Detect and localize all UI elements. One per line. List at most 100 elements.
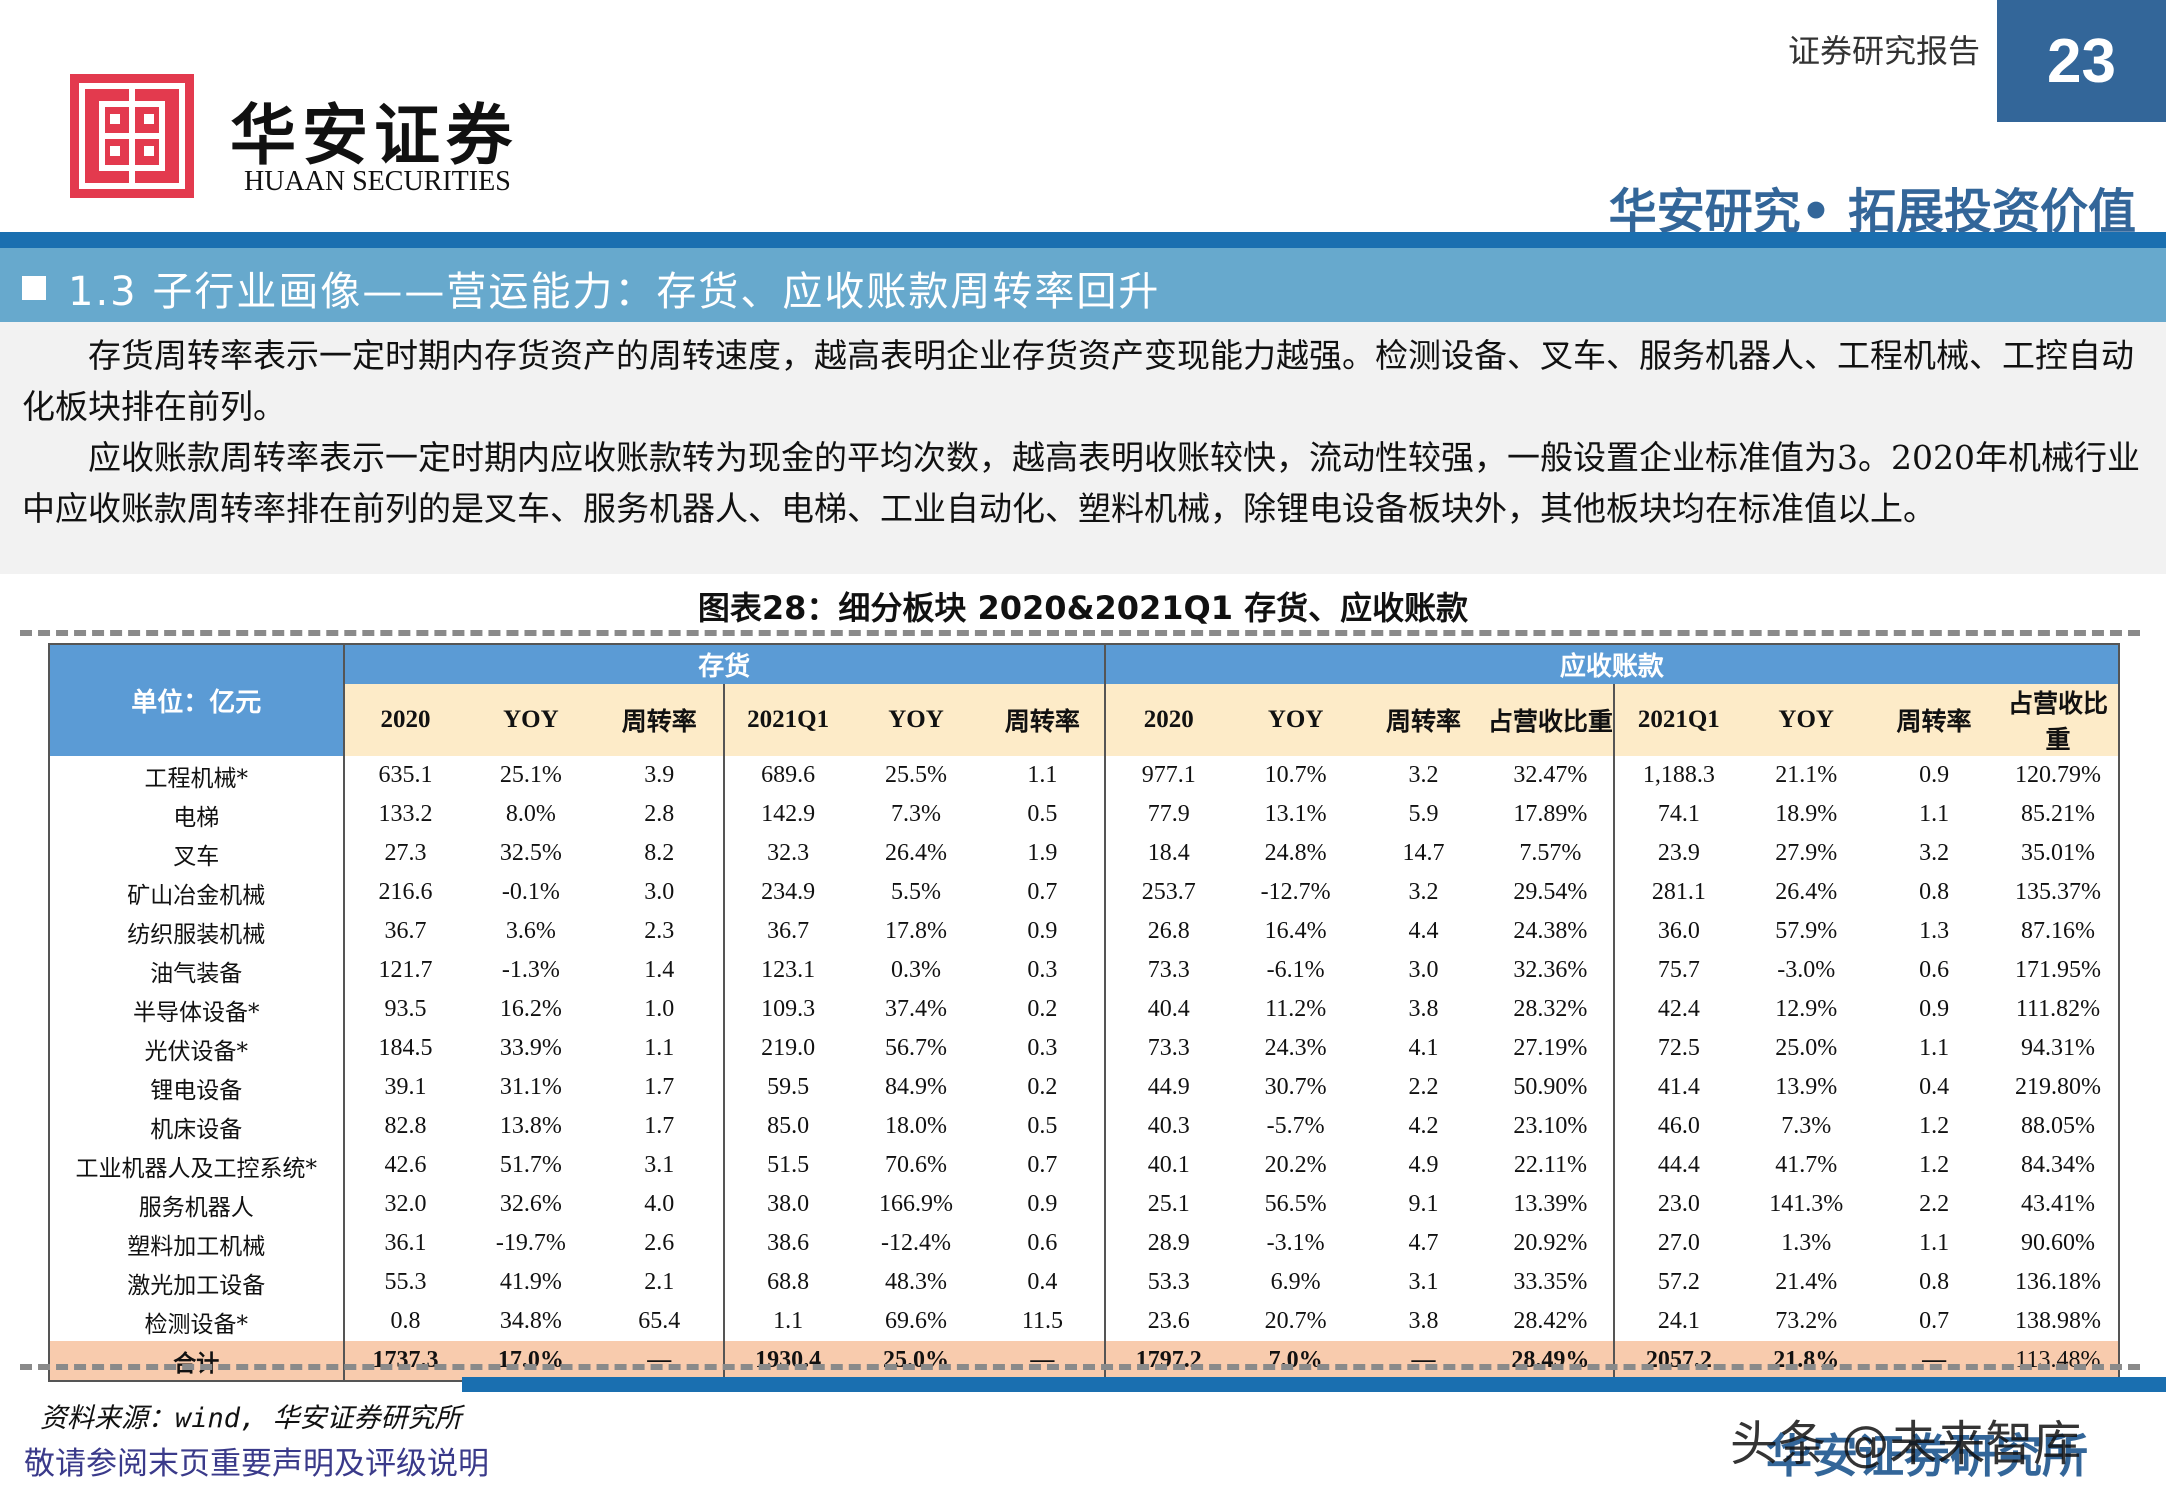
row-label: 工程机械*: [144, 765, 249, 792]
receivable-cell: 3.8: [1408, 1308, 1439, 1334]
dashed-divider-top: [20, 630, 2140, 636]
row-label: 服务机器人: [138, 1194, 254, 1221]
table-row: 服务机器人 32.0 32.6% 4.0 38.0 166.9% 0.9 25.1 56.5% 9…: [49, 1185, 2119, 1224]
receivable-cell: 1.1: [1919, 801, 1950, 827]
inventory-cell: 82.8: [342, 1107, 467, 1146]
inventory-cell: 65.4: [638, 1308, 681, 1334]
inventory-cell: 123.1: [723, 951, 852, 990]
column-header: 占营收比重: [1487, 684, 1615, 756]
inventory-cell: 635.1: [342, 756, 467, 795]
table-row: 光伏设备* 184.5 33.9% 1.1 219.0 56.7% 0.3 73.3 24.3%…: [49, 1029, 2119, 1068]
inventory-cell: 219.0: [723, 1029, 852, 1068]
receivable-cell: 75.7: [1613, 951, 1743, 990]
receivable-cell: 26.4%: [1775, 879, 1838, 905]
receivable-cell: 94.31%: [2020, 1035, 2095, 1061]
receivable-cell: -5.7%: [1266, 1113, 1325, 1139]
table-row: 电梯 133.2 8.0% 2.8 142.9 7.3% 0.5 77.9 13.1% 5.9 17…: [49, 795, 2119, 834]
column-header: 2020: [342, 684, 467, 756]
inventory-cell: 70.6%: [885, 1152, 948, 1178]
receivable-cell: 2.2: [1408, 1074, 1439, 1100]
column-header: 周转率: [1870, 684, 1998, 756]
receivable-cell: 2.2: [1919, 1191, 1950, 1217]
inventory-cell: 0.7: [1027, 879, 1058, 905]
row-label: 矿山冶金机械: [127, 882, 266, 909]
inventory-cell: 55.3: [342, 1263, 467, 1302]
inventory-cell: 32.3: [723, 834, 852, 873]
inventory-cell: 1.1: [644, 1035, 675, 1061]
inventory-cell: 17.0%: [466, 1341, 596, 1381]
receivable-cell: 9.1: [1408, 1191, 1439, 1217]
inventory-cell: 36.7: [723, 912, 852, 951]
table-row: 激光加工设备 55.3 41.9% 2.1 68.8 48.3% 0.4 53.3 6.9% 3.…: [49, 1263, 2119, 1302]
receivable-cell: 135.37%: [2014, 879, 2101, 905]
row-label: 塑料加工机械: [127, 1233, 266, 1260]
table-row: 矿山冶金机械 216.6 -0.1% 3.0 234.9 5.5% 0.7 253.7 -12.…: [49, 873, 2119, 912]
row-label: 工业机器人及工控系统*: [75, 1155, 318, 1182]
inventory-cell: 69.6%: [885, 1308, 948, 1334]
receivable-cell: 13.9%: [1775, 1074, 1838, 1100]
receivable-cell: 32.47%: [1513, 762, 1588, 788]
receivable-cell: 46.0: [1613, 1107, 1743, 1146]
inventory-cell: 0.5: [1027, 801, 1058, 827]
receivable-cell: 21.1%: [1775, 762, 1838, 788]
table-row: 检测设备* 0.8 34.8% 65.4 1.1 69.6% 11.5 23.6 20.7% 3.…: [49, 1302, 2119, 1341]
inventory-cell: 59.5: [723, 1068, 852, 1107]
inventory-cell: 26.4%: [885, 840, 948, 866]
inventory-cell: 32.0: [342, 1185, 467, 1224]
receivable-cell: 4.4: [1408, 918, 1439, 944]
inventory-cell: 0.7: [1027, 1152, 1058, 1178]
receivable-cell: 21.4%: [1775, 1269, 1838, 1295]
inventory-cell: 0.3%: [891, 957, 942, 983]
inventory-cell: 41.9%: [499, 1269, 562, 1295]
row-label: 检测设备*: [144, 1311, 249, 1338]
brand-name-en: HUAAN SECURITIES: [244, 166, 511, 197]
disclaimer-link[interactable]: 敬请参阅末页重要声明及评级说明: [24, 1446, 489, 1482]
receivable-cell: 20.2%: [1264, 1152, 1327, 1178]
receivable-cell: 25.0%: [1775, 1035, 1838, 1061]
column-header: 周转率: [595, 684, 725, 756]
unit-header: 单位：亿元: [49, 644, 344, 756]
inventory-cell: 17.8%: [885, 918, 948, 944]
receivable-cell: 40.3: [1103, 1107, 1232, 1146]
section-title: 1.3 子行业画像——营运能力：存货、应收账款周转率回升: [22, 259, 1160, 317]
inventory-cell: 234.9: [723, 873, 852, 912]
inventory-cell: 25.1%: [499, 762, 562, 788]
inventory-cell: 18.0%: [885, 1113, 948, 1139]
inventory-cell: 109.3: [723, 990, 852, 1029]
inventory-cell: -0.1%: [501, 879, 560, 905]
receivable-cell: 4.9: [1408, 1152, 1439, 1178]
receivable-cell: 13.1%: [1264, 801, 1327, 827]
inventory-cell: 142.9: [723, 795, 852, 834]
receivable-cell: 1797.2: [1103, 1341, 1232, 1381]
inventory-cell: 38.6: [723, 1224, 852, 1263]
receivable-cell: 7.3%: [1781, 1113, 1832, 1139]
inventory-cell: 56.7%: [885, 1035, 948, 1061]
receivable-cell: 24.3%: [1264, 1035, 1327, 1061]
receivable-cell: —: [1359, 1341, 1488, 1381]
table-body: 工程机械* 635.1 25.1% 3.9 689.6 25.5% 1.1 977.1 10.7…: [49, 756, 2119, 1381]
total-row: 合计 1737.3 17.0% —1930.4 25.0% —1797.2 7.0% —28.…: [49, 1341, 2119, 1381]
receivable-cell: 0.4: [1919, 1074, 1950, 1100]
receivable-cell: 6.9%: [1270, 1269, 1321, 1295]
inventory-cell: 184.5: [342, 1029, 467, 1068]
inventory-cell: 3.0: [644, 879, 675, 905]
inventory-cell: 48.3%: [885, 1269, 948, 1295]
receivable-cell: 28.32%: [1513, 996, 1588, 1022]
receivable-cell: 43.41%: [2020, 1191, 2095, 1217]
group-header-receivables: 应收账款: [1103, 644, 2119, 684]
receivable-cell: 23.6: [1103, 1302, 1232, 1341]
receivable-cell: 40.4: [1103, 990, 1232, 1029]
receivable-cell: 23.10%: [1513, 1113, 1588, 1139]
column-header: 周转率: [980, 684, 1105, 756]
receivable-cell: 44.9: [1103, 1068, 1232, 1107]
row-label: 激光加工设备: [127, 1272, 266, 1299]
column-header: YOY: [1231, 684, 1360, 756]
table-row: 叉车 27.3 32.5% 8.2 32.3 26.4% 1.9 18.4 24.8% 14.7 7…: [49, 834, 2119, 873]
inventory-cell: 0.4: [1027, 1269, 1058, 1295]
inventory-cell: 2.3: [644, 918, 675, 944]
receivable-cell: 4.2: [1408, 1113, 1439, 1139]
summary-panel: [0, 322, 2166, 574]
receivable-cell: 74.1: [1613, 795, 1743, 834]
header-divider: [0, 232, 2166, 248]
receivable-cell: 3.1: [1408, 1269, 1439, 1295]
